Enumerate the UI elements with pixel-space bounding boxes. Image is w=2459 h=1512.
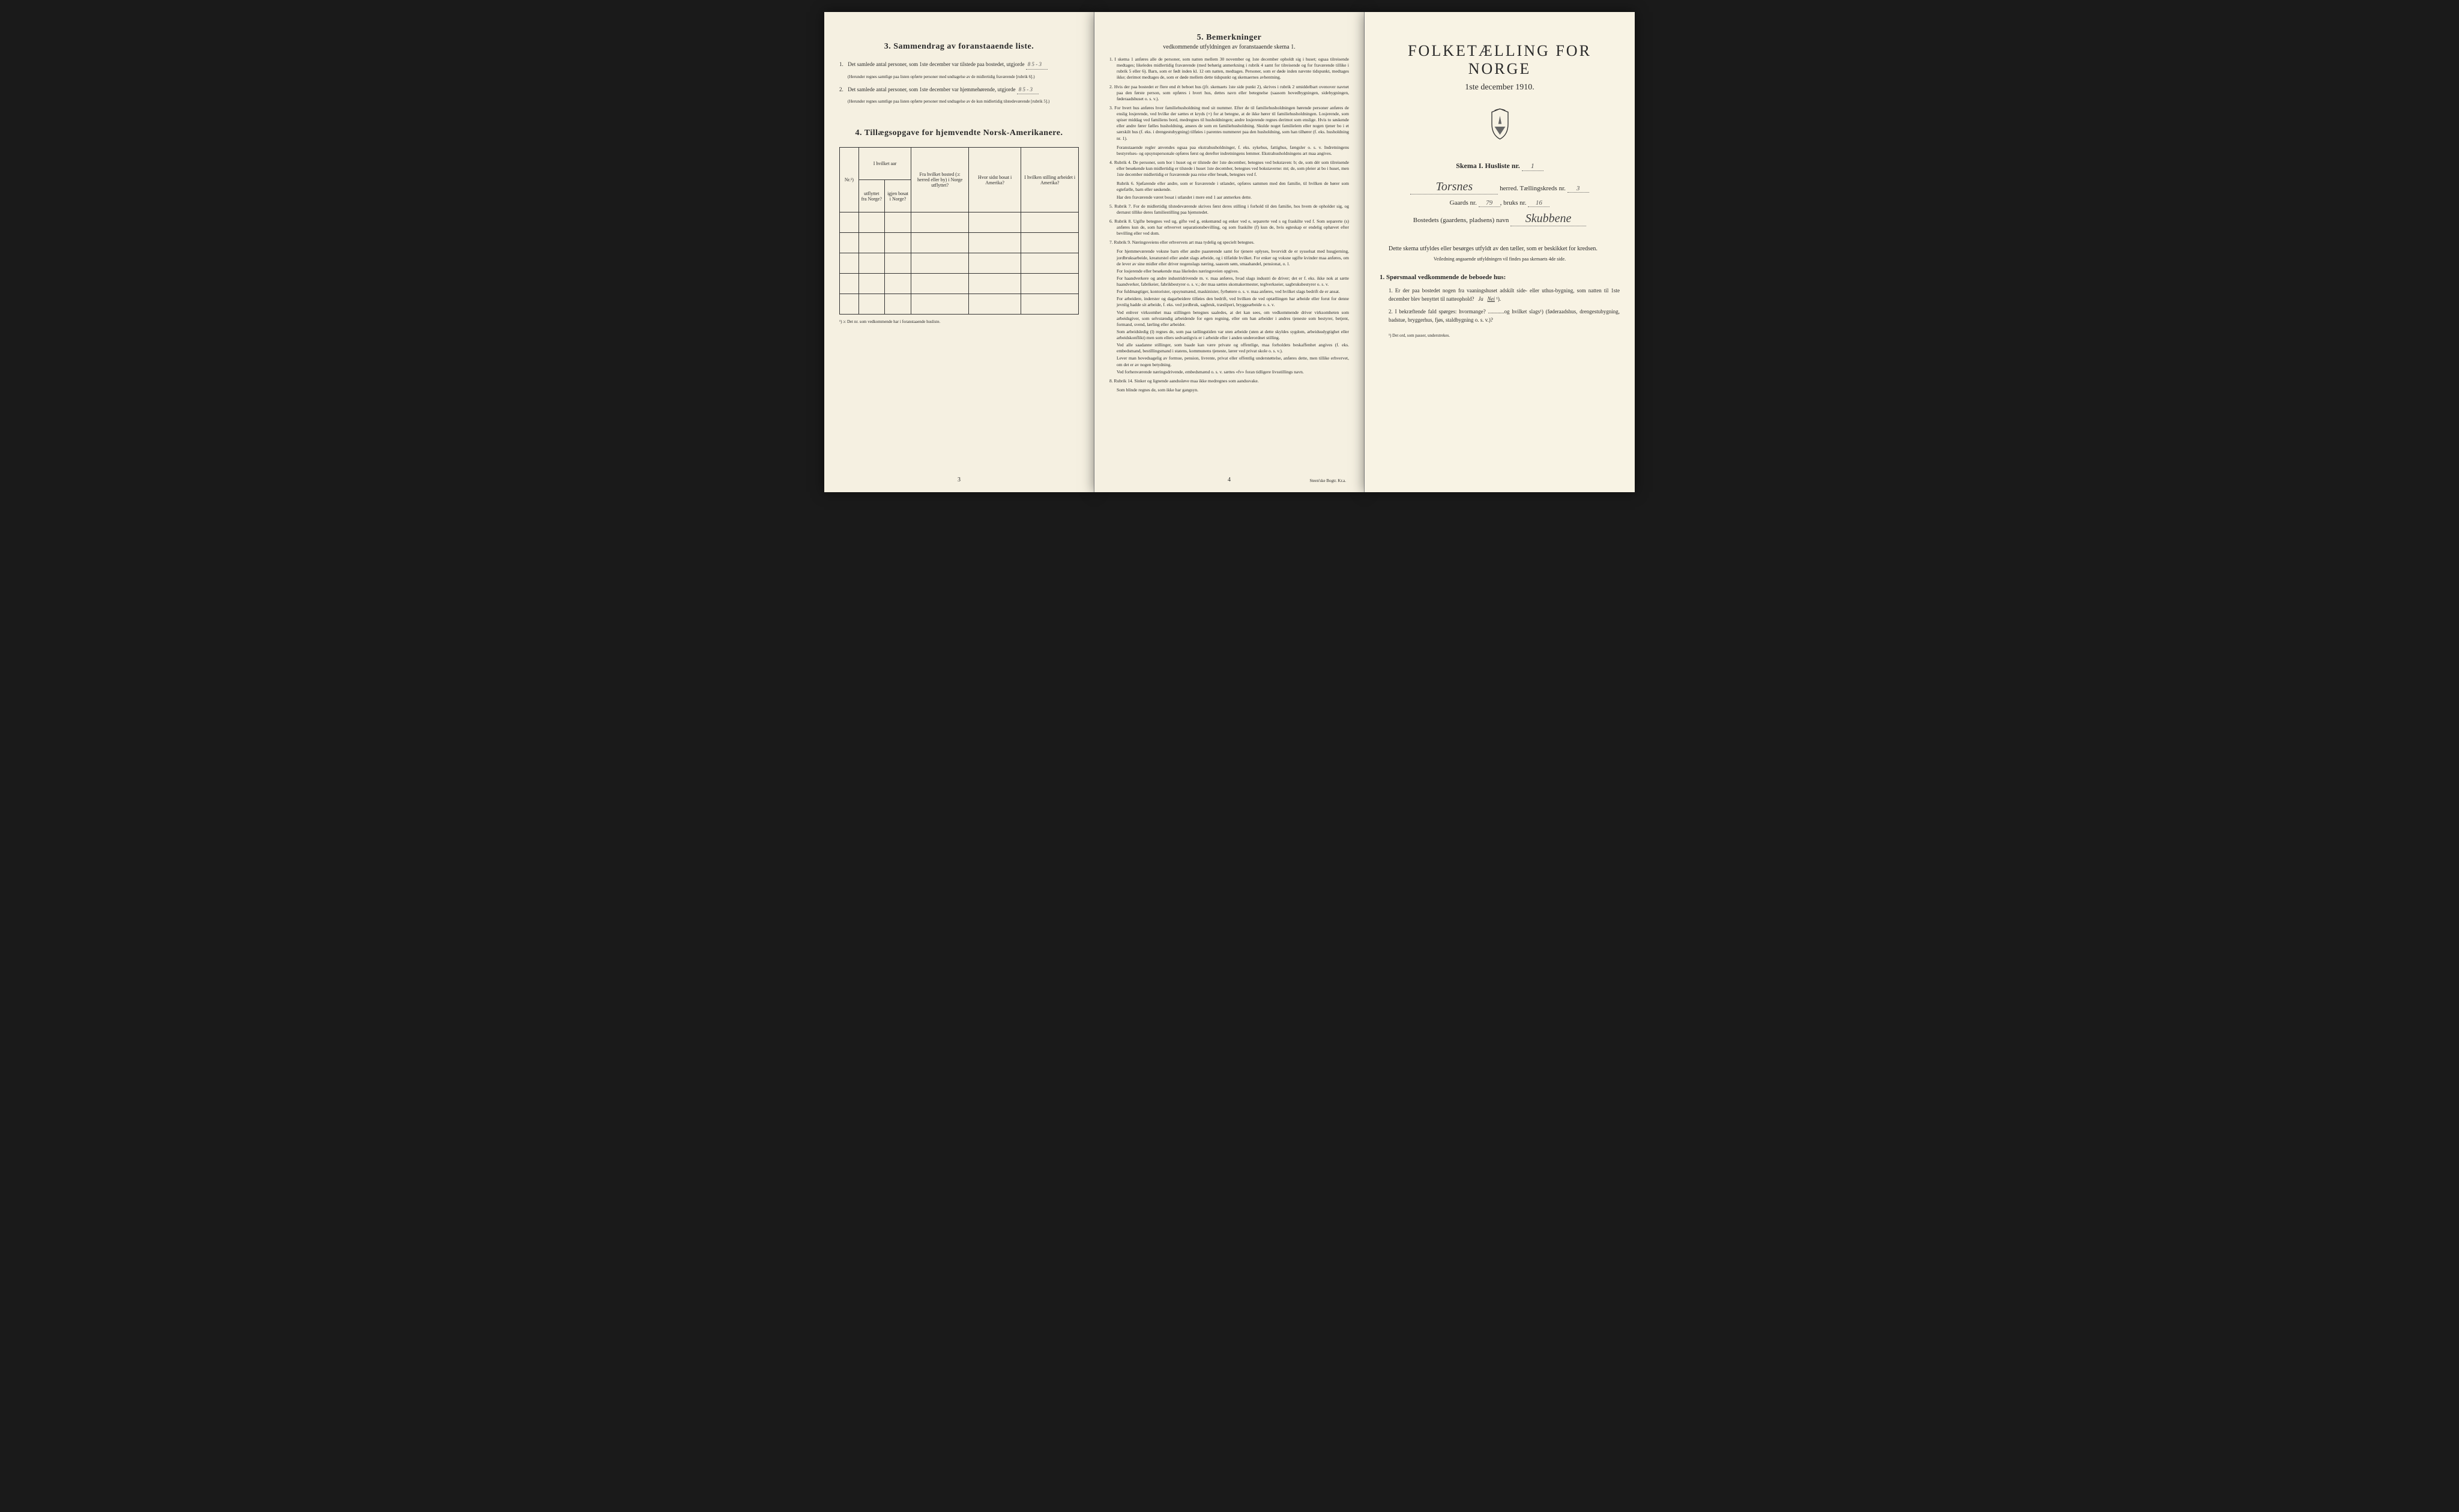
norway-crest	[1380, 107, 1620, 143]
item1: 1. Det samlede antal personer, som 1ste …	[839, 61, 1079, 70]
table-row	[840, 212, 1079, 233]
skema-label: Skema I. Husliste nr.	[1456, 161, 1520, 170]
amerika-table: Nr.¹) I hvilket aar Fra hvilket bosted (…	[839, 147, 1079, 315]
gaards-label: Gaards nr.	[1450, 199, 1477, 206]
q1-answer: Nei	[1487, 296, 1495, 302]
remark-8-sub: Som blinde regnes de, som ikke har gangs…	[1117, 387, 1349, 393]
remark-4-sub1: Rubrik 6. Sjøfarende eller andre, som er…	[1117, 181, 1349, 193]
bruks-nr: 16	[1528, 199, 1549, 207]
th-nr: Nr.¹)	[840, 148, 859, 212]
remark-7-sub4: For arbeidere, inderster og dagarbeidere…	[1117, 296, 1349, 308]
th-aar-group: I hvilket aar	[858, 148, 911, 180]
page-middle: 5. Bemerkninger vedkommende utfyldningen…	[1094, 12, 1365, 492]
table-footnote: ¹) ɔ: Det nr. som vedkommende har i fora…	[839, 319, 1079, 324]
remark-7-sub1: For losjerende eller besøkende maa likel…	[1117, 268, 1349, 274]
remark-8: 8. Rubrik 14. Sinker og lignende aandssl…	[1109, 378, 1349, 384]
remark-7-sub7: Ved alle saadanne stillinger, som baade …	[1117, 342, 1349, 354]
table-row	[840, 294, 1079, 315]
herred-name: Torsnes	[1410, 180, 1498, 194]
th-bosted: Fra hvilket bosted (ɔ: herred eller by) …	[911, 148, 969, 212]
item2: 2. Det samlede antal personer, som 1ste …	[839, 86, 1079, 95]
question-1: 1. Er der paa bostedet nogen fra vaaning…	[1389, 287, 1620, 303]
question-2: 2. I bekræftende fald spørges: hvormange…	[1389, 308, 1620, 324]
section5-sub: vedkommende utfyldningen av foranstaaend…	[1109, 44, 1349, 50]
section3-title: 3. Sammendrag av foranstaaende liste.	[839, 42, 1079, 52]
th-amerika: Hvor sidst bosat i Amerika?	[968, 148, 1021, 212]
item2-num: 2.	[839, 86, 846, 94]
page-right: FOLKETÆLLING FOR NORGE 1ste december 191…	[1365, 12, 1635, 492]
remark-3-sub: Foranstaaende regler anvendes ogsaa paa …	[1117, 145, 1349, 157]
remark-1: 1. I skema 1 anføres alle de personer, s…	[1109, 56, 1349, 81]
footnote-right: ¹) Det ord, som passer, understrekes.	[1380, 333, 1620, 338]
item1-value: 8 5 - 3	[1026, 61, 1048, 70]
husliste-nr: 1	[1522, 161, 1543, 171]
bruks-label: bruks nr.	[1503, 199, 1527, 206]
instruction: Dette skema utfyldes eller besørges utfy…	[1380, 244, 1620, 253]
remark-7-sub6: Som arbeidsledig (l) regnes de, som paa …	[1117, 329, 1349, 341]
remark-7-sub2: For haandverkere og andre industridriven…	[1117, 276, 1349, 288]
remark-4-sub2: Har den fraværende været bosat i utlande…	[1117, 194, 1349, 200]
date-line: 1ste december 1910.	[1380, 83, 1620, 92]
gaards-line: Gaards nr. 79, bruks nr. 16	[1380, 199, 1620, 207]
remark-7-sub3: For fuldmægtiger, kontorister, opsynsmæn…	[1117, 289, 1349, 295]
sub-instruction: Veiledning angaaende utfyldningen vil fi…	[1380, 256, 1620, 262]
kreds-nr: 3	[1567, 185, 1589, 193]
herred-label: herred. Tællingskreds nr.	[1500, 185, 1566, 192]
crest-icon	[1486, 107, 1513, 140]
item1-num: 1.	[839, 61, 846, 69]
main-title: FOLKETÆLLING FOR NORGE	[1380, 42, 1620, 78]
remark-6: 6. Rubrik 8. Ugifte betegnes ved ug, gif…	[1109, 218, 1349, 236]
section4-title: 4. Tillægsopgave for hjemvendte Norsk-Am…	[839, 128, 1079, 138]
section5-title: 5. Bemerkninger	[1109, 33, 1349, 43]
bosted-name: Skubbene	[1510, 212, 1586, 226]
bosted-label: Bostedets (gaardens, pladsens) navn	[1413, 217, 1509, 224]
gaards-nr: 79	[1479, 199, 1500, 207]
item1-text: Det samlede antal personer, som 1ste dec…	[848, 61, 1024, 67]
table-row	[840, 274, 1079, 294]
table-header-row: Nr.¹) I hvilket aar Fra hvilket bosted (…	[840, 148, 1079, 180]
herred-line: Torsnes herred. Tællingskreds nr. 3	[1380, 180, 1620, 194]
th-stilling: I hvilken stilling arbeidet i Amerika?	[1021, 148, 1079, 212]
item1-note: (Herunder regnes samtlige paa listen opf…	[848, 74, 1079, 80]
item2-note: (Herunder regnes samtlige paa listen opf…	[848, 99, 1079, 104]
remark-7: 7. Rubrik 9. Næringsveiens eller erhverv…	[1109, 239, 1349, 245]
th-bosat: igjen bosat i Norge?	[884, 180, 911, 212]
page-num-left: 3	[958, 477, 961, 483]
remark-7-sub9: Ved forhenværende næringsdrivende, embed…	[1117, 369, 1349, 375]
remark-4: 4. Rubrik 4. De personer, som bor i huse…	[1109, 160, 1349, 178]
remark-7-sub5: Ved enhver virksomhet maa stillingen bet…	[1117, 310, 1349, 328]
skema-line: Skema I. Husliste nr. 1	[1380, 161, 1620, 171]
remark-3: 3. For hvert hus anføres hver familiehus…	[1109, 105, 1349, 142]
page-num-middle: 4	[1228, 477, 1231, 483]
remark-2: 2. Hvis der paa bostedet er flere end ét…	[1109, 84, 1349, 102]
page-left: 3. Sammendrag av foranstaaende liste. 1.…	[824, 12, 1094, 492]
th-utflyttet: utflyttet fra Norge?	[858, 180, 884, 212]
printer-note: Steen'ske Bogtr. Kr.a.	[1309, 478, 1346, 483]
bosted-line: Bostedets (gaardens, pladsens) navn Skub…	[1380, 212, 1620, 226]
q-header: 1. Spørsmaal vedkommende de beboede hus:	[1380, 274, 1620, 281]
item2-text: Det samlede antal personer, som 1ste dec…	[848, 86, 1015, 92]
item2-value: 8 5 - 3	[1017, 86, 1039, 95]
remark-7-sub8: Lever man hovedsagelig av formue, pensio…	[1117, 355, 1349, 367]
remark-5: 5. Rubrik 7. For de midlertidig tilstede…	[1109, 203, 1349, 215]
table-row	[840, 253, 1079, 274]
remark-7-sub0: For hjemmeværende voksne barn eller andr…	[1117, 248, 1349, 267]
table-row	[840, 233, 1079, 253]
